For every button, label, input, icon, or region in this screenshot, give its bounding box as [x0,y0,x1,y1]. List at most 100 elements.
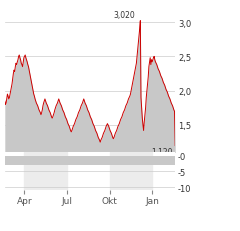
Bar [9,156,10,165]
Bar [33,156,34,165]
Bar [130,156,131,165]
Bar [15,156,16,165]
Bar [10,156,11,165]
Bar [20,156,21,165]
Bar [121,156,122,165]
Bar [24,156,25,165]
Bar [169,156,170,165]
Bar [73,156,74,165]
Bar [129,156,130,165]
Bar [141,156,142,165]
Bar [30,156,31,165]
Bar [31,156,32,165]
Bar [103,156,104,165]
Bar [142,156,143,165]
Bar [132,156,133,165]
Bar [112,156,113,165]
Bar [29,156,30,165]
Bar [144,156,145,165]
Bar [107,156,108,165]
Bar [11,156,12,165]
Bar [51,156,52,165]
Text: 1,120: 1,120 [151,147,173,156]
Bar [135,156,136,165]
Bar [140,156,141,165]
Bar [8,156,9,165]
Bar [57,156,58,165]
Bar [50,156,51,165]
Bar [54,156,55,165]
Bar [82,156,83,165]
Bar [56,156,57,165]
Bar [6,156,7,165]
Bar [143,156,144,165]
Bar [100,156,101,165]
Bar [34,156,35,165]
Bar [139,156,140,165]
Bar [61,156,62,165]
Bar [98,156,99,165]
Bar [158,156,159,165]
Bar [122,156,123,165]
Bar [168,156,169,165]
Bar [136,156,137,165]
Bar [93,156,94,165]
Bar [40,156,41,165]
Bar [90,156,91,165]
Bar [115,156,116,165]
Bar [145,156,146,165]
Bar [131,156,132,165]
Bar [21,156,22,165]
Bar [65,156,66,165]
Bar [37,156,38,165]
Bar [106,156,107,165]
Bar [134,156,135,165]
Bar [155,156,156,165]
Bar [85,156,86,165]
Bar [137,156,138,165]
Bar [62,156,63,165]
Bar [110,156,111,165]
Text: 3,020: 3,020 [113,11,135,19]
Bar [68,156,69,165]
Bar [102,156,103,165]
Bar [125,156,126,165]
Bar [72,156,73,165]
Bar [25,156,26,165]
Bar [157,156,158,165]
Bar [150,156,151,165]
Bar [12,156,13,165]
Bar [127,156,128,165]
Bar [159,156,160,165]
Bar [118,156,119,165]
Bar [22,156,23,165]
Bar [26,156,27,165]
Bar [167,156,168,165]
Bar [151,156,152,165]
Bar [18,156,19,165]
Bar [44,156,45,165]
Bar [99,156,100,165]
Bar [39,156,40,165]
Bar [5,156,6,165]
Bar [124,156,125,165]
Bar [13,156,14,165]
Bar [42,156,43,165]
Bar [171,156,172,165]
Bar [110,153,152,191]
Bar [14,156,15,165]
Bar [88,156,89,165]
Bar [75,156,76,165]
Bar [153,156,154,165]
Bar [36,156,37,165]
Bar [69,156,70,165]
Bar [24,153,67,191]
Bar [63,156,64,165]
Bar [94,156,95,165]
Bar [147,156,148,165]
Bar [165,156,166,165]
Bar [52,156,53,165]
Bar [80,156,81,165]
Bar [16,156,17,165]
Bar [27,156,28,165]
